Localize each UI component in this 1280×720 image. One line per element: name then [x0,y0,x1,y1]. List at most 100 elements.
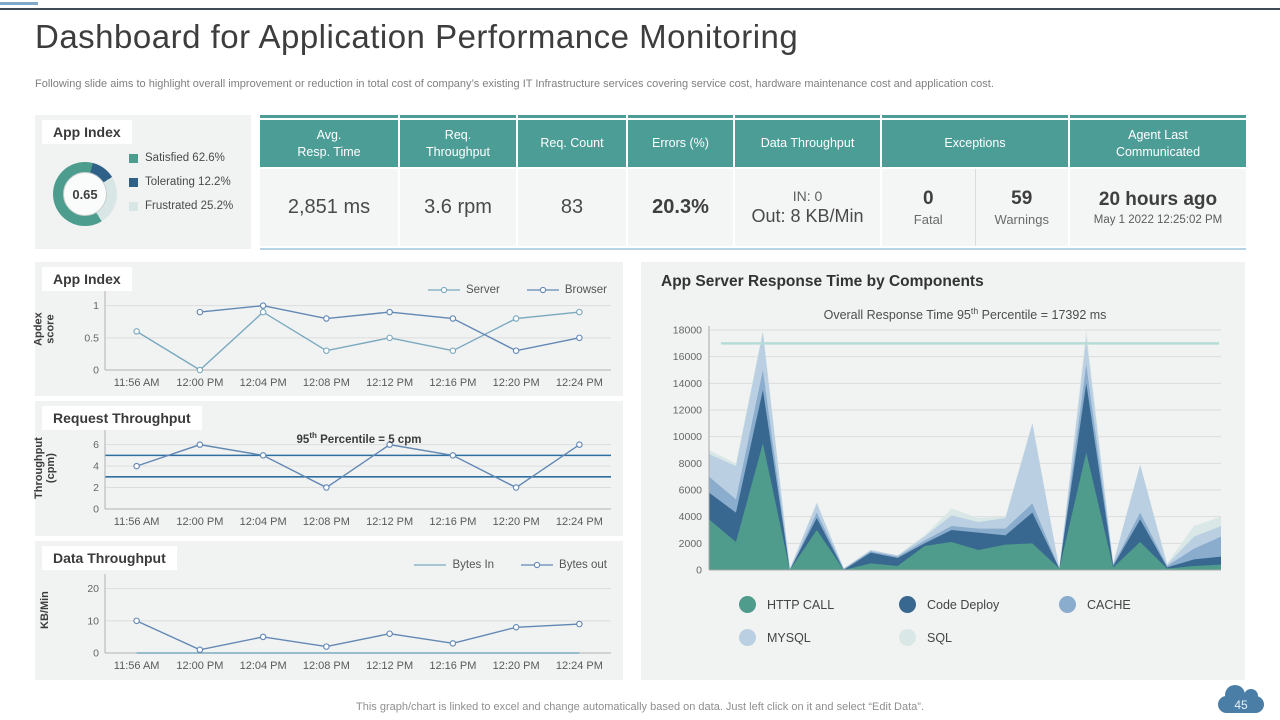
fatal-exceptions: 0 Fatal [913,188,943,227]
page-number-badge: 45 [1218,685,1264,713]
response-time-stacked-area-chart[interactable]: 0 2000 4000 6000 8000 10000 12000 14000 16000 180… [657,322,1229,584]
svg-text:0: 0 [93,504,99,516]
svg-text:12:08 PM: 12:08 PM [303,516,350,528]
svg-text:1: 1 [93,300,99,312]
col-header-avg-resp-time: Avg. Resp. Time [260,115,398,167]
legend-item: CACHE [1059,596,1219,614]
app-index-summary-title: App Index [42,120,132,144]
legend-swatch [129,177,138,187]
response-time-title: App Server Response Time by Components [661,273,984,290]
kpi-table-value-row: 2,851 ms 3.6 rpm 83 20.3% IN: 0 Out: 8 K… [260,169,1246,246]
svg-text:12:20 PM: 12:20 PM [493,660,540,672]
svg-text:2: 2 [93,482,99,494]
throughput-y-axis-label: Throughput (cpm) [32,437,58,500]
percentile-annotation: 95th Percentile = 5 cpm [296,431,422,446]
svg-text:20: 20 [87,583,99,595]
svg-text:12:12 PM: 12:12 PM [366,516,413,528]
kpi-table-header-row: Avg. Resp. Time Req. Throughput Req. Cou… [260,115,1246,167]
legend-swatch [1059,596,1076,614]
svg-text:12000: 12000 [673,405,702,417]
svg-text:6: 6 [93,439,99,451]
apdex-line-chart[interactable]: 0 0.5 1 11:56 AM 12:00 PM 12:04 PM 12:08 PM 12:… [61,282,621,394]
apdex-donut-chart[interactable]: 0.65 [53,162,117,226]
legend-swatch [899,596,916,614]
svg-text:12:04 PM: 12:04 PM [240,516,287,528]
legend-swatch [129,201,138,211]
app-index-summary-panel: App Index 0.65 Satisfied 62.6% Toleratin… [35,115,251,249]
legend-line-marker [427,286,460,294]
top-divider-line [0,8,1280,10]
svg-text:6000: 6000 [679,485,703,497]
legend-item: Code Deploy [899,596,1059,614]
legend-line-marker [521,561,554,569]
svg-text:12:16 PM: 12:16 PM [429,377,476,389]
data-throughput-title: Data Throughput [42,546,177,570]
overall-percentile-annotation: Overall Response Time 95th Percentile = … [823,306,1107,323]
svg-text:0.5: 0.5 [84,332,99,344]
legend-item: HTTP CALL [739,596,899,614]
svg-text:12:24 PM: 12:24 PM [556,660,603,672]
legend-item: Server [427,284,500,296]
data-out-value: Out: 8 KB/Min [751,206,864,226]
svg-text:11:56 AM: 11:56 AM [114,660,160,672]
legend-item: Satisfied 62.6% [129,152,233,164]
warning-exceptions: 59 Warnings [974,169,1069,246]
svg-text:10000: 10000 [673,431,702,443]
app-index-chart-title: App Index [42,267,132,291]
legend-swatch [129,153,138,163]
svg-text:12:00 PM: 12:00 PM [176,660,223,672]
data-throughput-legend: Bytes In Bytes out [413,559,607,571]
legend-item: Bytes In [413,559,494,571]
svg-text:12:04 PM: 12:04 PM [240,377,287,389]
page-title: Dashboard for Application Performance Mo… [35,18,799,55]
col-header-data-throughput: Data Throughput [735,115,880,167]
svg-text:16000: 16000 [673,351,702,363]
svg-text:11:56 AM: 11:56 AM [114,516,160,528]
svg-text:12:04 PM: 12:04 PM [240,660,287,672]
svg-text:12:00 PM: 12:00 PM [176,516,223,528]
svg-text:4000: 4000 [679,511,703,523]
area-legend: HTTP CALL Code Deploy CACHE MYSQL SQL [739,596,1245,647]
request-throughput-line-chart[interactable]: 0 2 4 6 11:56 AM 12:00 PM 12:04 PM 12:08 PM 12:1… [61,421,621,533]
apdex-chart-legend: Server Browser [427,284,607,296]
request-throughput-panel: Request Throughput Throughput (cpm) 0 2 4 6… [32,401,623,536]
legend-item: Tolerating 12.2% [129,176,233,188]
cell-errors: 20.3% [628,169,733,246]
col-header-exceptions: Exceptions [882,115,1068,167]
svg-text:10: 10 [87,615,99,627]
apdex-score-value: 0.65 [63,172,107,216]
col-header-req-throughput: Req. Throughput [400,115,516,167]
footer-note: This graph/chart is linked to excel and … [355,701,925,713]
svg-text:0: 0 [696,565,702,577]
svg-text:12:08 PM: 12:08 PM [303,377,350,389]
cell-req-count: 83 [518,169,626,246]
page-subtitle: Following slide aims to highlight overal… [35,78,994,90]
svg-text:2000: 2000 [679,538,703,550]
svg-text:12:16 PM: 12:16 PM [429,516,476,528]
svg-text:12:20 PM: 12:20 PM [493,516,540,528]
page-number: 45 [1234,698,1248,712]
cell-req-throughput: 3.6 rpm [400,169,516,246]
legend-line-marker [414,564,447,566]
svg-text:12:24 PM: 12:24 PM [556,516,603,528]
data-in-value: IN: 0 [792,188,823,204]
cell-data-throughput: IN: 0 Out: 8 KB/Min [735,169,880,246]
kpi-table: Avg. Resp. Time Req. Throughput Req. Cou… [260,115,1246,250]
kbmin-y-axis-label: KB/Min [38,591,51,630]
svg-text:18000: 18000 [673,325,702,337]
kpi-table-bottom-rule [260,248,1246,250]
svg-text:0: 0 [93,365,99,377]
data-throughput-line-chart[interactable]: 0 10 20 11:56 AM 12:00 PM 12:04 PM 12:08 PM 12:… [61,565,621,677]
app-index-legend: Satisfied 62.6% Tolerating 12.2% Frustra… [129,152,233,224]
svg-text:12:00 PM: 12:00 PM [176,377,223,389]
request-throughput-title: Request Throughput [42,406,202,430]
response-time-panel: App Server Response Time by Components O… [641,262,1245,680]
apdex-y-axis-label: Apdex score [32,312,57,346]
legend-swatch [739,596,756,614]
cell-agent-last-communicated: 20 hours ago May 1 2022 12:25:02 PM [1070,169,1246,246]
svg-text:14000: 14000 [673,378,702,390]
legend-item: MYSQL [739,629,899,647]
cell-avg-resp-time: 2,851 ms [260,169,398,246]
svg-text:4: 4 [93,461,99,473]
legend-item: Frustrated 25.2% [129,200,233,212]
